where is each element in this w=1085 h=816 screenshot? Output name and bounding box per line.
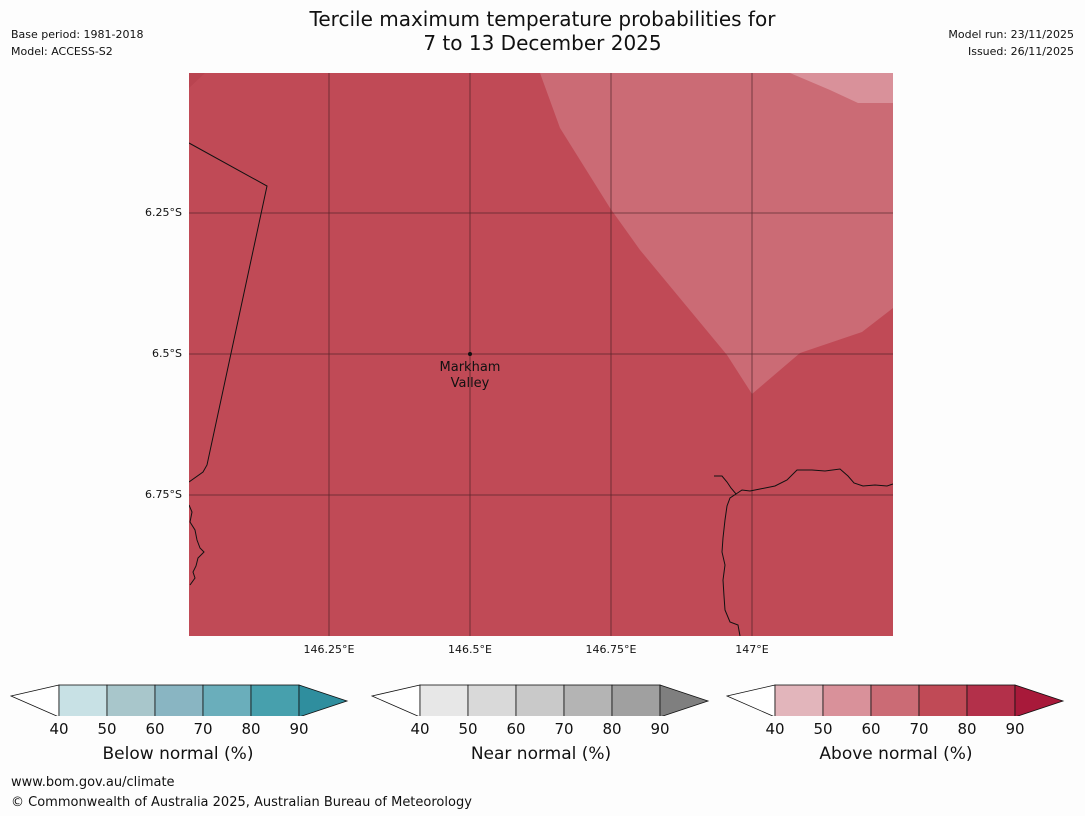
legend-colorbar-below bbox=[10, 684, 349, 716]
legend-swatch-80-90 bbox=[250, 684, 300, 716]
map-region-above-50-60 bbox=[790, 73, 893, 103]
header-right-meta: Model run: 23/11/2025 Issued: 26/11/2025 bbox=[948, 26, 1074, 60]
legend-swatch-over-90 bbox=[298, 684, 349, 716]
map-region-corner-shade bbox=[189, 73, 205, 88]
legend-swatch-over-90 bbox=[1014, 684, 1065, 716]
markham-valley-marker bbox=[468, 352, 472, 356]
legend-near-tick: 90 bbox=[650, 720, 670, 738]
place-name-line-2: Valley bbox=[450, 376, 490, 391]
legend-swatch-60-70 bbox=[515, 684, 565, 716]
legend-below-tick: 60 bbox=[145, 720, 165, 738]
legend-swatch-50-60 bbox=[106, 684, 156, 716]
legend-above-tick: 90 bbox=[1005, 720, 1025, 738]
issued-text: Issued: 26/11/2025 bbox=[967, 45, 1074, 58]
legend-below-normal bbox=[10, 680, 350, 716]
coastline-peninsula bbox=[721, 493, 741, 636]
boundaries bbox=[189, 142, 893, 636]
model-run-text: Model run: 23/11/2025 bbox=[948, 28, 1074, 41]
legend-swatch-40-50 bbox=[774, 684, 824, 716]
title-line-1: Tercile maximum temperature probabilitie… bbox=[309, 7, 776, 31]
title-line-2: 7 to 13 December 2025 bbox=[423, 31, 662, 55]
legend-swatch-70-80 bbox=[563, 684, 613, 716]
legend-swatch-40-50 bbox=[419, 684, 469, 716]
legend-below-tick: 50 bbox=[97, 720, 117, 738]
legend-above-tick: 50 bbox=[813, 720, 833, 738]
lat-label-6-5: 6.5°S bbox=[152, 347, 182, 360]
graticule bbox=[189, 73, 893, 636]
legend-near-tick: 40 bbox=[410, 720, 430, 738]
legend-colorbar-above bbox=[726, 684, 1065, 716]
header-left-meta: Base period: 1981-2018 Model: ACCESS-S2 bbox=[11, 26, 143, 60]
coastline-west bbox=[189, 504, 205, 586]
border-line bbox=[189, 142, 268, 483]
legend-swatch-40-50 bbox=[58, 684, 108, 716]
lat-label-6-75: 6.75°S bbox=[145, 488, 182, 501]
legend-above-normal bbox=[726, 680, 1066, 716]
model-text: Model: ACCESS-S2 bbox=[11, 45, 113, 58]
legend-near-title: Near normal (%) bbox=[470, 744, 612, 764]
legend-near-tick: 60 bbox=[506, 720, 526, 738]
legend-below-tick: 80 bbox=[241, 720, 261, 738]
legend-near-tick: 80 bbox=[602, 720, 622, 738]
legend-swatch-80-90 bbox=[611, 684, 661, 716]
copyright-text: © Commonwealth of Australia 2025, Austra… bbox=[11, 795, 472, 810]
legend-below-title: Below normal (%) bbox=[102, 744, 254, 764]
legend-swatch-50-60 bbox=[467, 684, 517, 716]
legend-above-title: Above normal (%) bbox=[819, 744, 973, 764]
legend-near-tick: 70 bbox=[554, 720, 574, 738]
page-title: Tercile maximum temperature probabilitie… bbox=[0, 7, 1085, 55]
legend-swatch-50-60 bbox=[822, 684, 872, 716]
map-region-above-60-70 bbox=[540, 73, 893, 394]
legend-near-normal bbox=[371, 680, 711, 716]
bom-climate-link[interactable]: www.bom.gov.au/climate bbox=[11, 775, 175, 790]
legend-below-tick: 40 bbox=[49, 720, 69, 738]
lon-label-146-5: 146.5°E bbox=[448, 643, 492, 656]
legend-swatch-70-80 bbox=[202, 684, 252, 716]
lon-label-147: 147°E bbox=[735, 643, 769, 656]
legend-swatch-80-90 bbox=[966, 684, 1016, 716]
legend-swatch-60-70 bbox=[870, 684, 920, 716]
lat-label-6-25: 6.25°S bbox=[145, 206, 182, 219]
place-name-line-1: Markham bbox=[439, 360, 501, 375]
legend-swatch-over-90 bbox=[659, 684, 710, 716]
legend-swatch-under-40 bbox=[371, 684, 421, 716]
lon-label-146-75: 146.75°E bbox=[585, 643, 637, 656]
legend-swatch-70-80 bbox=[918, 684, 968, 716]
legend-above-tick: 80 bbox=[957, 720, 977, 738]
legend-below-tick: 90 bbox=[289, 720, 309, 738]
legend-colorbar-near bbox=[371, 684, 710, 716]
legend-swatch-under-40 bbox=[10, 684, 60, 716]
legend-above-tick: 60 bbox=[861, 720, 881, 738]
place-label-markham-valley: Markham Valley bbox=[410, 360, 530, 392]
coastline-east bbox=[714, 468, 893, 495]
legend-above-tick: 70 bbox=[909, 720, 929, 738]
lon-label-146-25: 146.25°E bbox=[303, 643, 355, 656]
legend-swatch-60-70 bbox=[154, 684, 204, 716]
legend-above-tick: 40 bbox=[765, 720, 785, 738]
legend-near-tick: 50 bbox=[458, 720, 478, 738]
legend-swatch-under-40 bbox=[726, 684, 776, 716]
base-period-text: Base period: 1981-2018 bbox=[11, 28, 144, 41]
legend-below-tick: 70 bbox=[193, 720, 213, 738]
